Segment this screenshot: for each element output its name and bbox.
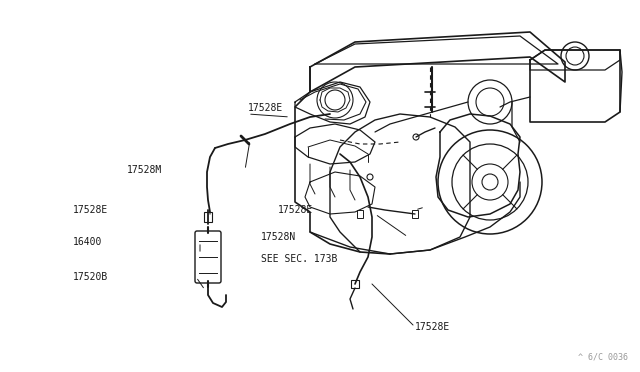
Bar xyxy=(412,210,418,218)
Text: 17528E: 17528E xyxy=(415,322,451,332)
Text: 17520B: 17520B xyxy=(73,272,108,282)
FancyBboxPatch shape xyxy=(195,231,221,283)
Text: 17528E: 17528E xyxy=(248,103,284,113)
Text: 17528E: 17528E xyxy=(278,205,313,215)
Text: 17528N: 17528N xyxy=(261,232,296,242)
Text: 17528M: 17528M xyxy=(127,165,163,175)
Text: ^ 6/C 0036: ^ 6/C 0036 xyxy=(578,353,628,362)
Text: 16400: 16400 xyxy=(73,237,102,247)
Text: 17528E: 17528E xyxy=(73,205,108,215)
Bar xyxy=(204,212,212,222)
Bar xyxy=(357,210,363,218)
Bar xyxy=(351,280,359,288)
Text: SEE SEC. 173B: SEE SEC. 173B xyxy=(261,254,337,264)
